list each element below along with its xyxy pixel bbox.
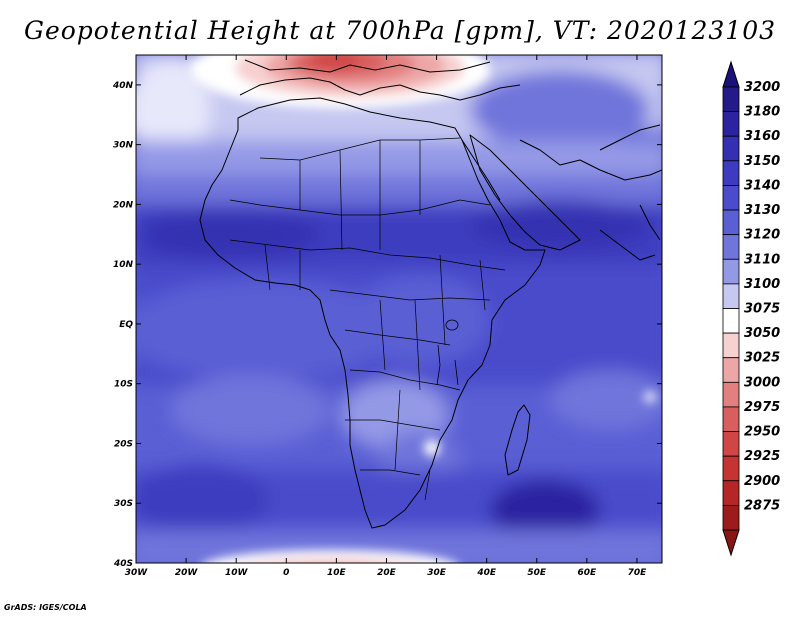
lon-tick-label: 40E bbox=[476, 568, 497, 578]
colorbar-label: 3050 bbox=[744, 326, 780, 341]
colorbar-label: 3025 bbox=[744, 351, 780, 366]
colorbar-label: 3160 bbox=[744, 129, 780, 144]
country-borders bbox=[229, 137, 506, 501]
lat-tick-label: 10N bbox=[113, 260, 134, 270]
colorbar-swatch bbox=[722, 135, 740, 162]
lat-tick-label: 20N bbox=[113, 200, 134, 210]
colorbar-swatch bbox=[722, 160, 740, 186]
colorbar-swatch bbox=[722, 406, 740, 432]
lon-tick-label: 20E bbox=[377, 568, 397, 578]
colorbar-label: 3110 bbox=[744, 252, 780, 267]
colorbar-swatch bbox=[722, 111, 740, 137]
colorbar-swatch bbox=[722, 283, 740, 309]
colorbar-label: 2875 bbox=[744, 498, 780, 513]
lon-tick-label: 10W bbox=[225, 568, 249, 578]
lat-axis: 40N 30N 20N 10N EQ 10S 20S 30S 40S bbox=[112, 81, 662, 569]
lat-tick-label: 30N bbox=[113, 141, 134, 151]
colorbar-swatch bbox=[722, 504, 740, 531]
colorbar-bottom-cap bbox=[722, 529, 740, 557]
colorbar-swatch bbox=[722, 258, 740, 285]
lat-tick-label: 40N bbox=[112, 81, 134, 91]
colorbar-swatch bbox=[722, 480, 740, 506]
colorbar-label: 2925 bbox=[744, 449, 780, 464]
lon-tick-label: 50E bbox=[527, 568, 547, 578]
colorbar-swatch bbox=[722, 209, 740, 236]
height-field bbox=[136, 55, 662, 563]
colorbar-swatch bbox=[722, 332, 740, 359]
colorbar-swatch bbox=[722, 234, 740, 260]
page-title: Geopotential Height at 700hPa [gpm], VT:… bbox=[23, 16, 777, 45]
colorbar-swatch bbox=[722, 86, 740, 113]
colorbar-label: 3150 bbox=[744, 154, 780, 169]
coastline bbox=[199, 59, 662, 529]
colorbar-swatch bbox=[722, 381, 740, 408]
colorbar-label: 3075 bbox=[744, 302, 780, 317]
lat-tick-label: EQ bbox=[119, 320, 133, 330]
lon-axis: 30W 20W 10W 0 10E 20E 30E 40E 50E 60E 70E bbox=[125, 55, 647, 578]
colorbar-label: 3140 bbox=[744, 178, 780, 193]
colorbar: 3200 3180 3160 3150 3140 3130 3120 3110 3100 3075… bbox=[722, 60, 780, 557]
colorbar-label: 3130 bbox=[744, 203, 780, 218]
lat-tick-label: 20S bbox=[114, 439, 133, 449]
colorbar-top-cap bbox=[722, 60, 740, 88]
colorbar-swatch bbox=[722, 185, 740, 211]
lat-tick-label: 30S bbox=[114, 499, 133, 509]
colorbar-swatch bbox=[722, 455, 740, 482]
colorbar-label: 3120 bbox=[744, 228, 780, 243]
lon-tick-label: 30E bbox=[427, 568, 447, 578]
colorbar-swatch bbox=[722, 431, 740, 457]
colorbar-swatch bbox=[722, 357, 740, 383]
map-frame bbox=[135, 54, 663, 564]
lon-tick-label: 20W bbox=[175, 568, 199, 578]
colorbar-label: 2950 bbox=[744, 425, 780, 440]
lat-tick-label: 40S bbox=[113, 559, 133, 569]
colorbar-label: 3200 bbox=[744, 80, 780, 95]
lon-tick-label: 60E bbox=[578, 568, 598, 578]
lon-tick-label: 0 bbox=[283, 568, 289, 578]
lat-tick-label: 10S bbox=[114, 380, 133, 390]
colorbar-label: 2900 bbox=[744, 474, 780, 489]
lon-tick-label: 70E bbox=[628, 568, 648, 578]
lon-tick-label: 10E bbox=[327, 568, 347, 578]
colorbar-label: 3000 bbox=[744, 375, 780, 390]
colorbar-swatch bbox=[722, 308, 740, 334]
colorbar-label: 3180 bbox=[744, 105, 780, 120]
lon-tick-label: 30W bbox=[125, 568, 149, 578]
colorbar-label: 2975 bbox=[744, 400, 780, 415]
colorbar-label: 3100 bbox=[744, 277, 780, 292]
credit-text: GrADS: IGES/COLA bbox=[4, 603, 87, 612]
